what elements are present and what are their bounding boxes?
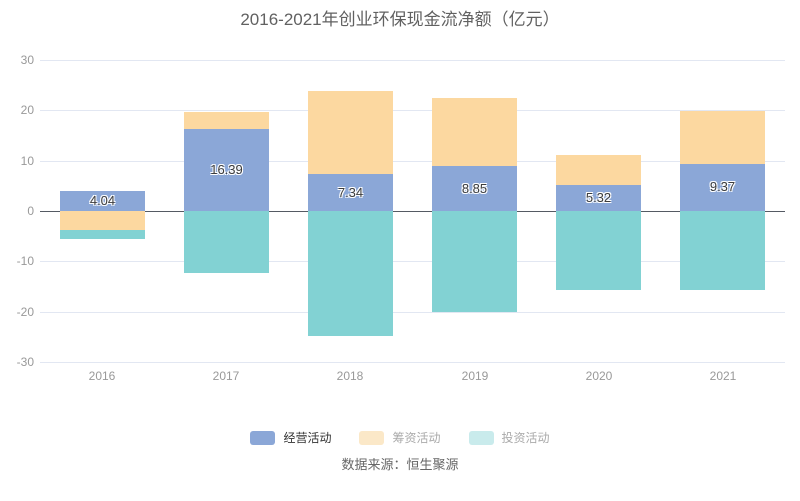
legend-swatch-operating	[250, 431, 276, 445]
y-tick-label: 20	[20, 103, 34, 117]
bar-investing-2020[interactable]	[556, 211, 641, 290]
bar-investing-2016[interactable]	[60, 230, 145, 239]
bar-value-label: 5.32	[585, 190, 612, 205]
x-tick-label: 2016	[88, 369, 116, 383]
bar-financing-2020[interactable]	[556, 155, 641, 185]
zero-axis-line	[40, 211, 785, 212]
bar-operating-2020[interactable]	[556, 184, 641, 211]
y-tick-label: -10	[16, 254, 34, 268]
legend-swatch-financing	[359, 431, 385, 445]
gridline	[40, 60, 785, 61]
bar-operating-2021[interactable]	[680, 164, 765, 211]
bar-operating-2018[interactable]	[308, 174, 393, 211]
bar-value-label: 4.04	[89, 193, 116, 208]
legend-item-operating[interactable]: 经营活动	[250, 431, 331, 445]
legend-label-operating: 经营活动	[283, 431, 332, 445]
bar-operating-2019[interactable]	[432, 166, 517, 211]
x-tick-label: 2019	[461, 369, 489, 383]
chart-title: 2016-2021年创业环保现金流净额（亿元）	[240, 10, 560, 29]
bar-value-label: 8.85	[461, 181, 488, 196]
bar-financing-2021[interactable]	[680, 111, 765, 164]
legend-item-financing[interactable]: 筹资活动	[359, 431, 441, 445]
bar-value-label: 16.39	[210, 162, 243, 177]
x-tick-label: 2020	[585, 369, 613, 383]
bar-financing-2017[interactable]	[184, 112, 269, 129]
bar-financing-2016[interactable]	[60, 211, 145, 230]
y-tick-label: -30	[16, 355, 34, 369]
bar-investing-2017[interactable]	[184, 211, 269, 273]
bar-financing-2018[interactable]	[308, 91, 393, 174]
gridline	[40, 261, 785, 262]
legend-item-investing[interactable]: 投资活动	[468, 431, 550, 445]
bar-value-label: 7.34	[337, 185, 364, 200]
legend: 经营活动 筹资活动 投资活动	[0, 431, 800, 445]
y-tick-label: 0	[27, 204, 34, 218]
y-tick-label: -20	[16, 305, 34, 319]
legend-label-financing: 筹资活动	[392, 431, 441, 445]
data-source-note: 数据来源：恒生聚源	[341, 457, 459, 472]
legend-label-investing: 投资活动	[501, 431, 550, 445]
legend-swatch-investing	[468, 431, 494, 445]
gridline	[40, 312, 785, 313]
bar-investing-2019[interactable]	[432, 211, 517, 312]
gridline	[40, 110, 785, 111]
bar-operating-2016[interactable]	[60, 191, 145, 211]
bar-operating-2017[interactable]	[184, 129, 269, 211]
bar-financing-2019[interactable]	[432, 98, 517, 166]
bar-value-label: 9.37	[709, 179, 736, 194]
gridline	[40, 161, 785, 162]
bar-investing-2021[interactable]	[680, 211, 765, 290]
x-tick-label: 2021	[709, 369, 737, 383]
y-tick-label: 30	[20, 53, 34, 67]
x-tick-label: 2018	[336, 369, 364, 383]
gridline	[40, 362, 785, 363]
bar-investing-2018[interactable]	[308, 211, 393, 336]
y-tick-label: 10	[20, 154, 34, 168]
x-tick-label: 2017	[212, 369, 240, 383]
